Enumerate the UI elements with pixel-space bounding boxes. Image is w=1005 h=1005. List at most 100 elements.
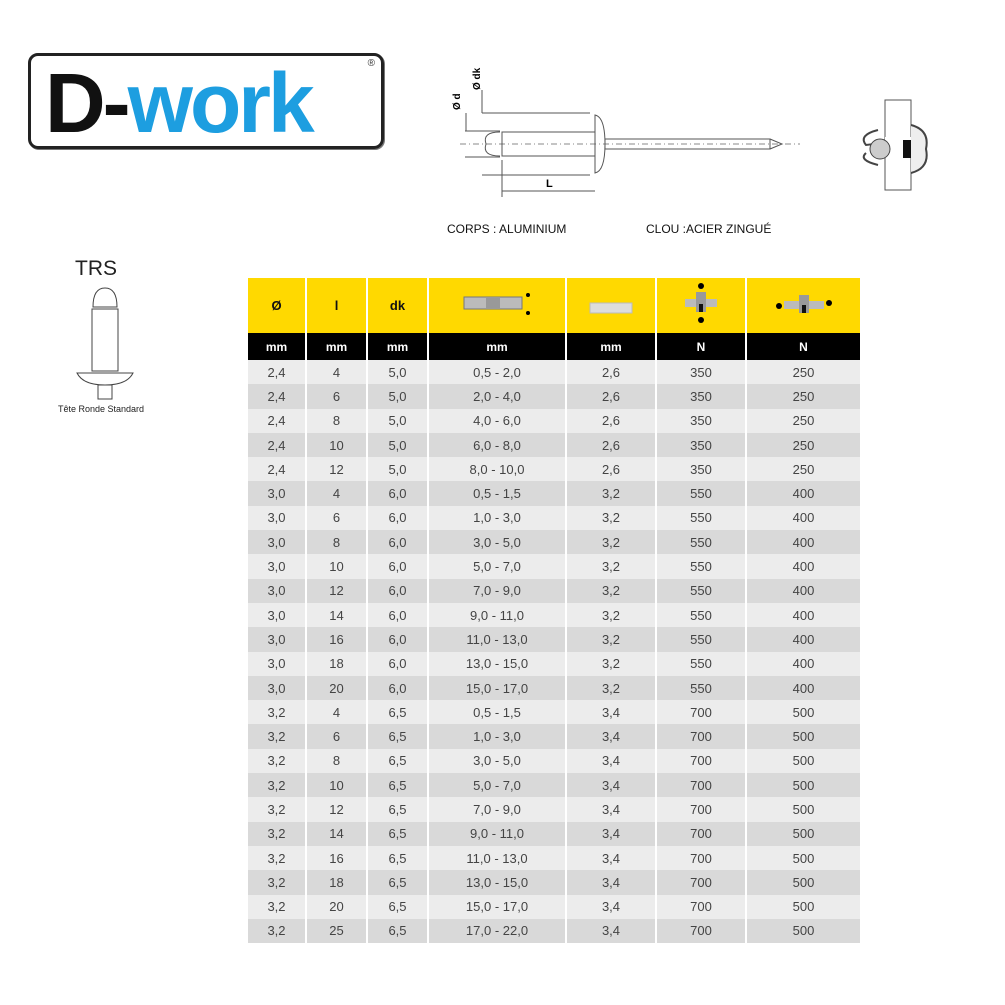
table-cell: 400 bbox=[746, 675, 862, 701]
table-cell: 700 bbox=[656, 700, 747, 725]
table-cell: 2,4 bbox=[248, 408, 307, 433]
table-cell: 3,0 bbox=[248, 554, 307, 579]
table-cell: 3,2 bbox=[566, 602, 657, 628]
table-cell: 350 bbox=[656, 432, 747, 458]
table-cell: 3,2 bbox=[248, 724, 307, 749]
table-cell: 6 bbox=[306, 724, 368, 749]
table-cell: 3,4 bbox=[566, 724, 657, 749]
logo-text-work: work bbox=[127, 56, 315, 150]
table-cell: 500 bbox=[746, 918, 862, 944]
table-cell: 17,0 - 22,0 bbox=[428, 918, 567, 944]
table-cell: 12 bbox=[306, 797, 368, 822]
table-cell: 2,6 bbox=[566, 432, 657, 458]
table-cell: 6,0 bbox=[367, 651, 429, 676]
table-cell: 550 bbox=[656, 627, 747, 652]
unit-cell: N bbox=[746, 333, 862, 360]
mandrel-material: CLOU :ACIER ZINGUÉ bbox=[646, 222, 772, 236]
table-cell: 3,2 bbox=[248, 870, 307, 895]
table-cell: 0,5 - 1,5 bbox=[428, 481, 567, 506]
table-cell: 700 bbox=[656, 845, 747, 871]
unit-cell: mm bbox=[428, 333, 567, 360]
header-diameter: Ø bbox=[248, 278, 307, 333]
logo-text-d: D- bbox=[45, 56, 131, 150]
table-cell: 3,2 bbox=[566, 651, 657, 676]
specs-table: Ø l dk mm mm mm mm mm N N 2,4 4 5,0 0,5 - 2… bbox=[248, 278, 862, 944]
table-cell: 500 bbox=[746, 845, 862, 871]
table-cell: 400 bbox=[746, 554, 862, 579]
table-cell: 3,0 bbox=[248, 481, 307, 506]
table-cell: 400 bbox=[746, 602, 862, 628]
table-cell: 500 bbox=[746, 797, 862, 822]
table-cell: 7,0 - 9,0 bbox=[428, 578, 567, 603]
table-row: 3,0 18 6,0 13,0 - 15,0 3,2 550 400 bbox=[248, 651, 862, 676]
table-cell: 3,4 bbox=[566, 894, 657, 919]
table-cell: 15,0 - 17,0 bbox=[428, 675, 567, 701]
table-cell: 6,0 bbox=[367, 505, 429, 531]
table-row: 3,2 20 6,5 15,0 - 17,0 3,4 700 500 bbox=[248, 894, 862, 919]
table-cell: 3,0 - 5,0 bbox=[428, 530, 567, 555]
table-cell: 3,4 bbox=[566, 773, 657, 798]
table-cell: 2,6 bbox=[566, 408, 657, 433]
rivet-dimension-diagram: Ø d Ø dk L bbox=[452, 67, 800, 197]
table-cell: 3,4 bbox=[566, 700, 657, 725]
table-cell: 3,0 bbox=[248, 602, 307, 628]
table-cell: 250 bbox=[746, 384, 862, 409]
table-cell: 14 bbox=[306, 821, 368, 846]
table-row: 3,2 4 6,5 0,5 - 1,5 3,4 700 500 bbox=[248, 700, 862, 725]
table-cell: 500 bbox=[746, 724, 862, 749]
table-cell: 6 bbox=[306, 505, 368, 531]
table-row: 2,4 4 5,0 0,5 - 2,0 2,6 350 250 bbox=[248, 360, 862, 385]
table-cell: 3,0 bbox=[248, 675, 307, 701]
hole-diameter-icon bbox=[566, 278, 657, 333]
table-cell: 500 bbox=[746, 894, 862, 919]
table-cell: 3,2 bbox=[566, 530, 657, 555]
table-cell: 11,0 - 13,0 bbox=[428, 627, 567, 652]
table-cell: 6,5 bbox=[367, 748, 429, 774]
table-cell: 3,0 bbox=[248, 627, 307, 652]
table-cell: 550 bbox=[656, 481, 747, 506]
table-row: 3,2 10 6,5 5,0 - 7,0 3,4 700 500 bbox=[248, 773, 862, 798]
table-cell: 400 bbox=[746, 481, 862, 506]
table-row: 3,0 12 6,0 7,0 - 9,0 3,2 550 400 bbox=[248, 578, 862, 603]
table-cell: 3,2 bbox=[248, 821, 307, 846]
table-cell: 700 bbox=[656, 894, 747, 919]
table-row: 3,0 8 6,0 3,0 - 5,0 3,2 550 400 bbox=[248, 530, 862, 555]
table-cell: 3,2 bbox=[248, 748, 307, 774]
table-cell: 3,2 bbox=[566, 675, 657, 701]
table-cell: 3,0 - 5,0 bbox=[428, 748, 567, 774]
table-cell: 20 bbox=[306, 675, 368, 701]
table-row: 3,0 20 6,0 15,0 - 17,0 3,2 550 400 bbox=[248, 675, 862, 701]
table-cell: 550 bbox=[656, 505, 747, 531]
table-cell: 6,5 bbox=[367, 845, 429, 871]
table-cell: 13,0 - 15,0 bbox=[428, 870, 567, 895]
table-cell: 500 bbox=[746, 773, 862, 798]
table-cell: 5,0 bbox=[367, 360, 429, 385]
table-cell: 10 bbox=[306, 773, 368, 798]
table-cell: 250 bbox=[746, 408, 862, 433]
table-cell: 400 bbox=[746, 578, 862, 603]
table-cell: 15,0 - 17,0 bbox=[428, 894, 567, 919]
table-cell: 400 bbox=[746, 530, 862, 555]
table-cell: 6,5 bbox=[367, 918, 429, 944]
unit-cell: mm bbox=[248, 333, 307, 360]
table-row: 3,0 14 6,0 9,0 - 11,0 3,2 550 400 bbox=[248, 602, 862, 628]
grip-range-icon bbox=[428, 278, 567, 333]
table-cell: 700 bbox=[656, 870, 747, 895]
header-head-diameter: dk bbox=[367, 278, 429, 333]
table-cell: 500 bbox=[746, 700, 862, 725]
table-cell: 700 bbox=[656, 748, 747, 774]
table-cell: 250 bbox=[746, 432, 862, 458]
installed-rivet-icon bbox=[862, 99, 928, 191]
table-cell: 5,0 bbox=[367, 408, 429, 433]
table-cell: 350 bbox=[656, 408, 747, 433]
head-type-code: TRS bbox=[75, 257, 117, 280]
table-cell: 700 bbox=[656, 821, 747, 846]
table-cell: 6,0 - 8,0 bbox=[428, 432, 567, 458]
table-cell: 6,5 bbox=[367, 773, 429, 798]
table-row: 3,2 6 6,5 1,0 - 3,0 3,4 700 500 bbox=[248, 724, 862, 749]
table-cell: 16 bbox=[306, 845, 368, 871]
table-cell: 4 bbox=[306, 700, 368, 725]
table-cell: 0,5 - 1,5 bbox=[428, 700, 567, 725]
table-cell: 18 bbox=[306, 870, 368, 895]
registered-mark: ® bbox=[367, 58, 375, 69]
